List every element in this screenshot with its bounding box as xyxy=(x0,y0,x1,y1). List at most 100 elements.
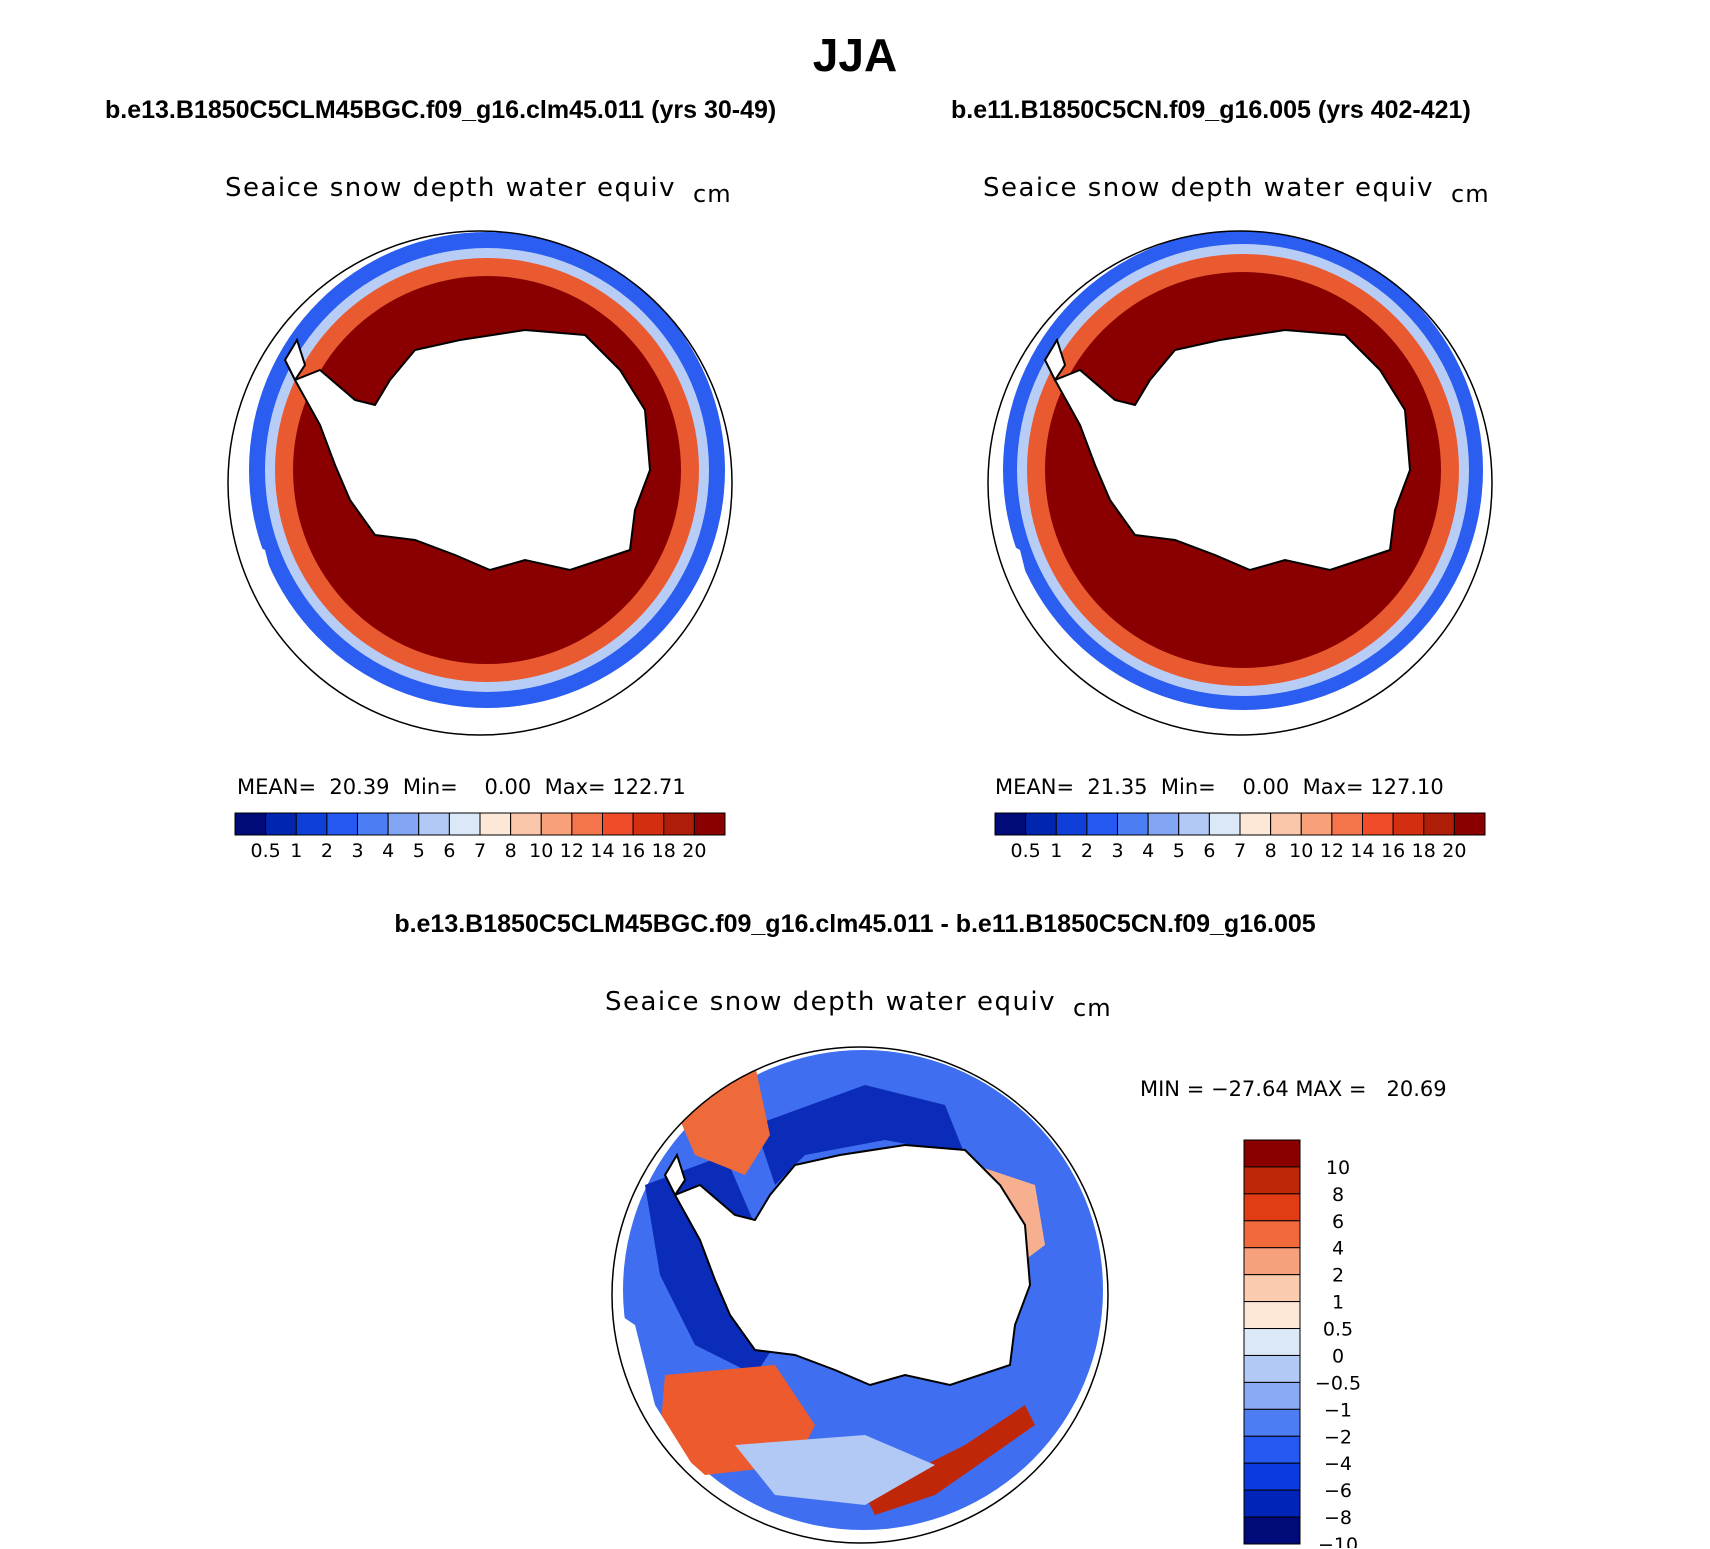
colorbar-swatch xyxy=(1239,812,1272,836)
colorbar-tick-label: 7 xyxy=(474,840,486,862)
diff-deep-negative-north xyxy=(755,1085,965,1185)
colorbar-tick-label: 1 xyxy=(1050,840,1062,862)
colorbar-tick-label: 2 xyxy=(1081,840,1093,862)
case2-mean-label: MEAN= xyxy=(995,775,1075,799)
case2-polar-map xyxy=(987,230,1493,736)
colorbar-swatch xyxy=(1208,812,1241,836)
difference-polar-map xyxy=(611,1046,1109,1544)
colorbar-swatch xyxy=(1423,812,1455,836)
case2-antarctica-land xyxy=(1053,328,1412,572)
diff-colorbar-swatch xyxy=(1243,1408,1301,1437)
diff-colorbar-tick-label: 6 xyxy=(1332,1211,1344,1233)
case2-mean-value: 21.35 xyxy=(1087,775,1148,799)
case1-min-label: Min= xyxy=(402,775,458,799)
colorbar-swatch xyxy=(1331,812,1363,836)
case1-variable-title: Seaice snow depth water equiv xyxy=(225,173,677,203)
difference-variable-title: Seaice snow depth water equiv xyxy=(605,987,1057,1017)
colorbar-tick-label: 10 xyxy=(1289,840,1313,862)
case2-min-value: 0.00 xyxy=(1242,775,1290,799)
colorbar-swatch xyxy=(1453,812,1486,836)
colorbar-tick-label: 5 xyxy=(413,840,425,862)
colorbar-swatch xyxy=(1147,812,1180,836)
case2-title: b.e11.B1850C5CN.f09_g16.005 (yrs 402-421… xyxy=(951,96,1471,124)
colorbar-swatch xyxy=(1300,812,1333,836)
colorbar-tick-label: 20 xyxy=(1442,840,1466,862)
difference-title: b.e13.B1850C5CLM45BGC.f09_g16.clm45.011 … xyxy=(394,910,1316,938)
colorbar-swatch xyxy=(1117,812,1149,836)
diff-colorbar-tick-label: −2 xyxy=(1324,1426,1352,1448)
diff-positive-se-streak xyxy=(865,1405,1035,1515)
diff-colorbar-swatch xyxy=(1243,1193,1301,1222)
difference-minmax: MIN = −27.64 MAX = 20.69 xyxy=(1140,1077,1447,1101)
colorbar-swatch xyxy=(265,812,297,836)
colorbar-tick-label: 2 xyxy=(321,840,333,862)
colorbar-swatch xyxy=(1025,812,1057,836)
colorbar-tick-label: 6 xyxy=(1203,840,1215,862)
colorbar-swatch xyxy=(295,812,328,836)
colorbar-swatch xyxy=(1362,812,1394,836)
diff-colorbar-swatch xyxy=(1243,1301,1301,1330)
diff-colorbar-tick-label: −6 xyxy=(1324,1480,1352,1502)
colorbar-swatch xyxy=(994,812,1027,836)
colorbar-swatch xyxy=(418,812,450,836)
case2-open-ocean-notch-ne xyxy=(1425,231,1492,310)
colorbar-swatch xyxy=(693,812,726,836)
colorbar-tick-label: 7 xyxy=(1234,840,1246,862)
case2-min-label: Min= xyxy=(1160,775,1216,799)
colorbar-tick-label: 8 xyxy=(505,840,517,862)
colorbar-tick-label: 18 xyxy=(652,840,676,862)
colorbar-tick-label: 0.5 xyxy=(1011,840,1041,862)
case2-colorbar: 0.5 1 2 3 4 5 6 7 8 10 12 14 16 18 20 xyxy=(994,812,1486,862)
diff-colorbar-tick-label: 4 xyxy=(1332,1238,1344,1260)
diff-pale-band xyxy=(735,1435,935,1505)
case1-antarctica-land xyxy=(293,328,652,572)
colorbar-tick-label: 14 xyxy=(1350,840,1374,862)
case1-max-label: Max= xyxy=(544,775,606,799)
colorbar-tick-label: 6 xyxy=(443,840,455,862)
diff-colorbar-swatch xyxy=(1243,1247,1301,1276)
case1-max-value: 122.71 xyxy=(612,775,686,799)
diff-colorbar-swatch xyxy=(1243,1166,1301,1195)
colorbar-swatch xyxy=(448,812,481,836)
colorbar-tick-label: 0.5 xyxy=(251,840,281,862)
colorbar-tick-label: 16 xyxy=(1381,840,1405,862)
colorbar-tick-label: 12 xyxy=(1320,840,1344,862)
colorbar-tick-label: 16 xyxy=(621,840,645,862)
colorbar-swatch xyxy=(479,812,512,836)
colorbar-tick-label: 20 xyxy=(682,840,706,862)
diff-colorbar-swatch xyxy=(1243,1220,1301,1249)
case2-max-value: 127.10 xyxy=(1370,775,1444,799)
colorbar-swatch xyxy=(602,812,634,836)
colorbar-tick-label: 3 xyxy=(351,840,363,862)
colorbar-swatch xyxy=(663,812,695,836)
case2-stats: MEAN= 21.35 Min= 0.00 Max= 127.10 xyxy=(995,775,1444,799)
colorbar-swatch xyxy=(1178,812,1210,836)
diff-colorbar-swatch xyxy=(1243,1489,1301,1518)
case1-min-value: 0.00 xyxy=(484,775,532,799)
diff-colorbar-tick-label: 10 xyxy=(1326,1157,1350,1179)
difference-units: cm xyxy=(1073,994,1112,1022)
page-title: JJA xyxy=(812,29,898,81)
case1-colorbar: 0.5 1 2 3 4 5 6 7 8 10 12 14 16 18 20 xyxy=(234,812,726,862)
colorbar-tick-label: 5 xyxy=(1173,840,1185,862)
colorbar-swatch xyxy=(326,812,358,836)
case1-mean-label: MEAN= xyxy=(237,775,317,799)
diff-colorbar-tick-label: 1 xyxy=(1332,1292,1344,1314)
colorbar-swatch xyxy=(632,812,665,836)
colorbar-tick-label: 4 xyxy=(1142,840,1154,862)
diff-colorbar-swatch xyxy=(1243,1354,1301,1383)
diff-colorbar-tick-label: −8 xyxy=(1324,1507,1352,1529)
diff-colorbar-tick-label: −4 xyxy=(1324,1453,1352,1475)
colorbar-tick-label: 10 xyxy=(529,840,553,862)
case2-peninsula xyxy=(1043,337,1067,382)
case1-mean-value: 20.39 xyxy=(329,775,390,799)
case1-units: cm xyxy=(693,180,732,208)
colorbar-tick-label: 4 xyxy=(382,840,394,862)
diff-colorbar-tick-label: −10 xyxy=(1318,1534,1358,1548)
diff-colorbar-tick-label: 0.5 xyxy=(1323,1319,1353,1341)
diff-colorbar-tick-label: 0 xyxy=(1332,1345,1344,1367)
case2-max-label: Max= xyxy=(1302,775,1364,799)
colorbar-swatch xyxy=(540,812,573,836)
diff-peninsula xyxy=(663,1152,687,1197)
case1-open-ocean-notch-ne xyxy=(655,231,732,320)
